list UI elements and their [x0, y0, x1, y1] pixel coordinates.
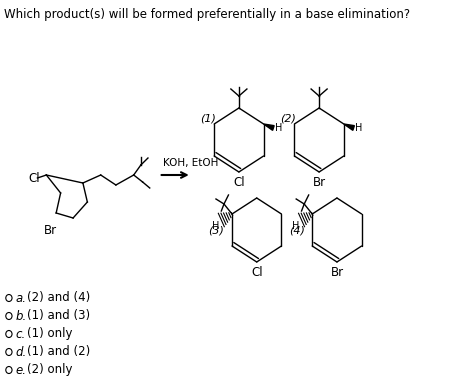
Text: H: H	[212, 221, 219, 231]
Polygon shape	[343, 124, 354, 131]
Text: Cl: Cl	[232, 176, 244, 189]
Text: (3): (3)	[208, 225, 224, 235]
Text: (2) only: (2) only	[27, 363, 72, 377]
Text: Br: Br	[312, 176, 325, 189]
Text: (1) and (3): (1) and (3)	[27, 310, 90, 323]
Text: (1): (1)	[199, 113, 215, 123]
Text: (4): (4)	[288, 225, 304, 235]
Polygon shape	[263, 124, 274, 131]
Text: Cl: Cl	[28, 171, 40, 184]
Text: (2): (2)	[279, 113, 295, 123]
Text: KOH, EtOH: KOH, EtOH	[163, 158, 218, 168]
Text: Br: Br	[330, 266, 343, 279]
Text: H: H	[355, 123, 362, 133]
Text: b.: b.	[15, 310, 26, 323]
Text: H: H	[275, 123, 282, 133]
Text: a.: a.	[15, 291, 26, 305]
Text: (1) and (2): (1) and (2)	[27, 345, 90, 358]
Text: H: H	[292, 221, 299, 231]
Text: (1) only: (1) only	[27, 328, 72, 340]
Text: d.: d.	[15, 345, 26, 358]
Text: e.: e.	[15, 363, 26, 377]
Text: Cl: Cl	[250, 266, 262, 279]
Text: Br: Br	[44, 224, 57, 237]
Text: Which product(s) will be formed preferentially in a base elimination?: Which product(s) will be formed preferen…	[5, 8, 410, 21]
Text: (2) and (4): (2) and (4)	[27, 291, 90, 305]
Text: c.: c.	[15, 328, 25, 340]
